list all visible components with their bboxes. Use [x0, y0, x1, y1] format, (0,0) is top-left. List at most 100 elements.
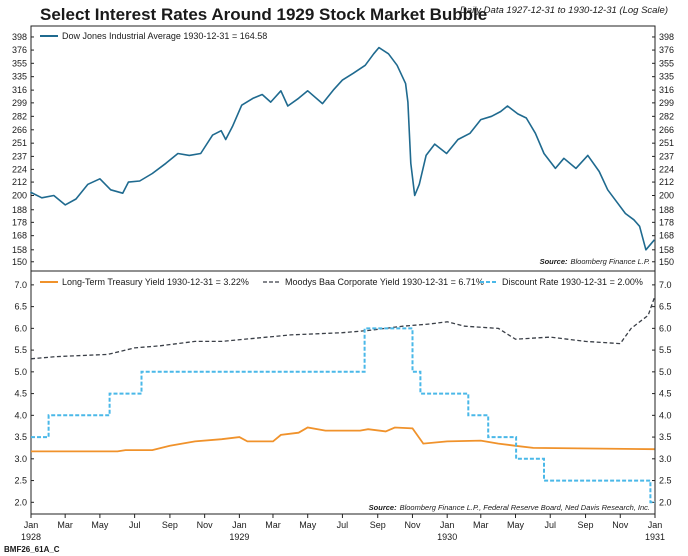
x-axis: Jan Mar May Jul Sep Nov Jan Mar May Jul Sep Nov Jan M…	[21, 514, 665, 542]
upper-right-tick-label: 224	[659, 164, 674, 174]
lower-panel-frame	[30, 270, 656, 515]
lower-left-tick-label: 4.5	[14, 389, 27, 399]
lower-right-tick-label: 7.0	[659, 280, 672, 290]
baa-yield-line	[30, 297, 656, 360]
chart-subtitle: Daily Data 1927-12-31 to 1930-12-31 (Log…	[460, 5, 668, 16]
lower-right-tick-label: 3.5	[659, 432, 672, 442]
figure-code: BMF26_61A_C	[4, 545, 60, 554]
lower-left-tick-label: 7.0	[14, 280, 27, 290]
upper-left-tick-label: 398	[12, 32, 27, 42]
upper-left-tick-label: 376	[12, 45, 27, 55]
upper-left-tick-label: 212	[12, 177, 27, 187]
upper-right-tick-label: 266	[659, 125, 674, 135]
x-tick-label: May	[91, 520, 109, 530]
x-tick-label: Nov	[404, 520, 421, 530]
x-tick-label: May	[299, 520, 317, 530]
upper-left-tick-label: 178	[12, 217, 27, 227]
x-tick-label: Sep	[370, 520, 386, 530]
lower-right-tick-label: 3.0	[659, 454, 672, 464]
upper-right-tick-label: 168	[659, 231, 674, 241]
x-tick-label: Mar	[57, 520, 73, 530]
x-tick-label: Mar	[265, 520, 281, 530]
lower-left-tick-label: 2.0	[14, 497, 27, 507]
treasury-yield-line	[31, 426, 655, 453]
x-tick-label: Mar	[473, 520, 489, 530]
discount-rate-line	[31, 327, 655, 504]
upper-right-tick-label: 251	[659, 138, 674, 148]
x-tick-label: Jul	[544, 520, 556, 530]
x-year-label: 1930	[437, 532, 457, 542]
upper-right-tick-label: 212	[659, 177, 674, 187]
upper-axis-ticks: 150 150 158 158 168 168 178 178 188 188 200 200 212 2…	[12, 32, 674, 267]
lower-right-tick-label: 4.5	[659, 389, 672, 399]
djia-legend: Dow Jones Industrial Average 1930-12-31 …	[40, 31, 267, 41]
upper-right-tick-label: 335	[659, 72, 674, 82]
baa-legend-label: Moodys Baa Corporate Yield 1930-12-31 = …	[285, 277, 484, 287]
upper-left-tick-label: 188	[12, 205, 27, 215]
upper-source-note: Source: Bloomberg Finance L.P.	[540, 257, 650, 266]
lower-source-note: Source: Bloomberg Finance L.P., Federal R…	[369, 503, 650, 512]
upper-left-tick-label: 355	[12, 58, 27, 68]
djia-legend-label: Dow Jones Industrial Average 1930-12-31 …	[62, 31, 267, 41]
upper-right-tick-label: 282	[659, 111, 674, 121]
upper-right-tick-label: 299	[659, 98, 674, 108]
lower-left-tick-label: 6.0	[14, 323, 27, 333]
x-tick-label: Jan	[440, 520, 455, 530]
x-year-label: 1931	[645, 532, 665, 542]
upper-right-tick-label: 200	[659, 190, 674, 200]
upper-left-tick-label: 200	[12, 190, 27, 200]
upper-left-tick-label: 266	[12, 125, 27, 135]
upper-right-tick-label: 178	[659, 217, 674, 227]
chart-title: Select Interest Rates Around 1929 Stock …	[40, 5, 487, 24]
upper-left-tick-label: 158	[12, 245, 27, 255]
djia-series-group	[30, 46, 656, 251]
upper-left-tick-label: 237	[12, 151, 27, 161]
lower-right-tick-label: 5.5	[659, 345, 672, 355]
x-year-label: 1929	[229, 532, 249, 542]
upper-left-tick-label: 282	[12, 111, 27, 121]
x-tick-label: Nov	[612, 520, 629, 530]
djia-line	[30, 46, 656, 251]
upper-right-tick-label: 237	[659, 151, 674, 161]
upper-left-tick-label: 299	[12, 98, 27, 108]
upper-left-tick-label: 224	[12, 164, 27, 174]
treasury-legend-label: Long-Term Treasury Yield 1930-12-31 = 3.…	[62, 277, 249, 287]
x-tick-label: Jan	[648, 520, 663, 530]
upper-right-tick-label: 355	[659, 58, 674, 68]
lower-left-tick-label: 6.5	[14, 302, 27, 312]
lower-right-tick-label: 2.5	[659, 476, 672, 486]
x-tick-label: May	[507, 520, 525, 530]
x-tick-label: Jan	[232, 520, 247, 530]
x-tick-label: Sep	[162, 520, 178, 530]
upper-left-tick-label: 316	[12, 85, 27, 95]
rates-legend: Long-Term Treasury Yield 1930-12-31 = 3.…	[40, 277, 643, 287]
upper-left-tick-label: 335	[12, 72, 27, 82]
x-tick-label: Jul	[337, 520, 349, 530]
x-tick-label: Jul	[129, 520, 141, 530]
lower-right-tick-label: 6.5	[659, 302, 672, 312]
lower-right-tick-label: 5.0	[659, 367, 672, 377]
lower-right-tick-label: 2.0	[659, 497, 672, 507]
lower-right-tick-label: 6.0	[659, 323, 672, 333]
x-tick-label: Jan	[24, 520, 39, 530]
upper-right-tick-label: 188	[659, 205, 674, 215]
lower-left-tick-label: 5.5	[14, 345, 27, 355]
x-tick-label: Nov	[197, 520, 214, 530]
upper-right-tick-label: 158	[659, 245, 674, 255]
lower-left-tick-label: 3.0	[14, 454, 27, 464]
lower-left-tick-label: 5.0	[14, 367, 27, 377]
lower-left-tick-label: 2.5	[14, 476, 27, 486]
upper-left-tick-label: 150	[12, 257, 27, 267]
upper-panel-frame	[30, 25, 656, 272]
lower-left-tick-label: 3.5	[14, 432, 27, 442]
upper-left-tick-label: 168	[12, 231, 27, 241]
upper-right-tick-label: 398	[659, 32, 674, 42]
lower-right-tick-label: 4.0	[659, 410, 672, 420]
upper-right-tick-label: 316	[659, 85, 674, 95]
discount-legend-label: Discount Rate 1930-12-31 = 2.00%	[502, 277, 643, 287]
x-year-label: 1928	[21, 532, 41, 542]
lower-axis-ticks: 2.0 2.0 2.5 2.5 3.0 3.0 3.5 3.5 4.0 4.0 4.5 4.5 5.0 5…	[14, 280, 671, 507]
lower-left-tick-label: 4.0	[14, 410, 27, 420]
rates-series-group	[30, 297, 656, 504]
